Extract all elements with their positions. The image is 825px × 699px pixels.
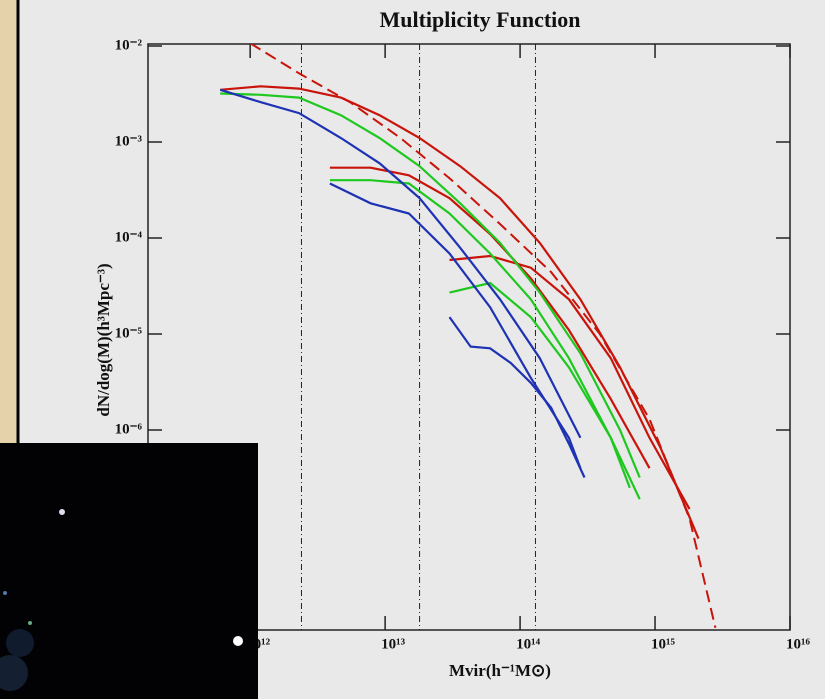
data-line	[449, 281, 641, 500]
data-line	[329, 179, 631, 489]
data-line	[220, 92, 641, 478]
y-tick-label: 10⁻²	[115, 37, 143, 53]
y-tick-label: 10⁻⁴	[115, 229, 143, 245]
overlay-photo	[0, 443, 258, 699]
data-line	[449, 254, 691, 510]
y-axis-label: dN/dog(M)(h³Mpc⁻³)	[94, 263, 113, 416]
x-tick-label: 10¹⁵	[651, 636, 675, 652]
x-tick-label: 10¹⁶	[786, 636, 810, 652]
y-tick-label: 10⁻⁵	[115, 325, 143, 341]
data-line	[219, 88, 582, 439]
model-curve	[249, 44, 717, 629]
x-tick-label: 10¹³	[381, 636, 405, 652]
y-tick-label: 10⁻⁶	[115, 421, 143, 437]
x-axis-label: Mvir(h⁻¹M⊙)	[449, 661, 551, 680]
x-tick-label: 10¹⁴	[516, 636, 540, 652]
data-line	[448, 316, 586, 478]
data-line	[329, 182, 582, 469]
chart-title: Multiplicity Function	[379, 7, 580, 32]
plot-frame	[147, 43, 791, 631]
y-tick-label: 10⁻³	[115, 133, 143, 149]
